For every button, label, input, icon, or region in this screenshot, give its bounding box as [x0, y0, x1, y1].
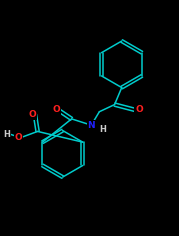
Text: N: N: [88, 121, 95, 130]
Text: O: O: [15, 133, 23, 142]
Text: O: O: [52, 105, 60, 114]
Text: O: O: [28, 110, 36, 119]
Text: H: H: [4, 130, 11, 139]
Text: H: H: [100, 125, 106, 134]
Text: O: O: [135, 105, 143, 114]
